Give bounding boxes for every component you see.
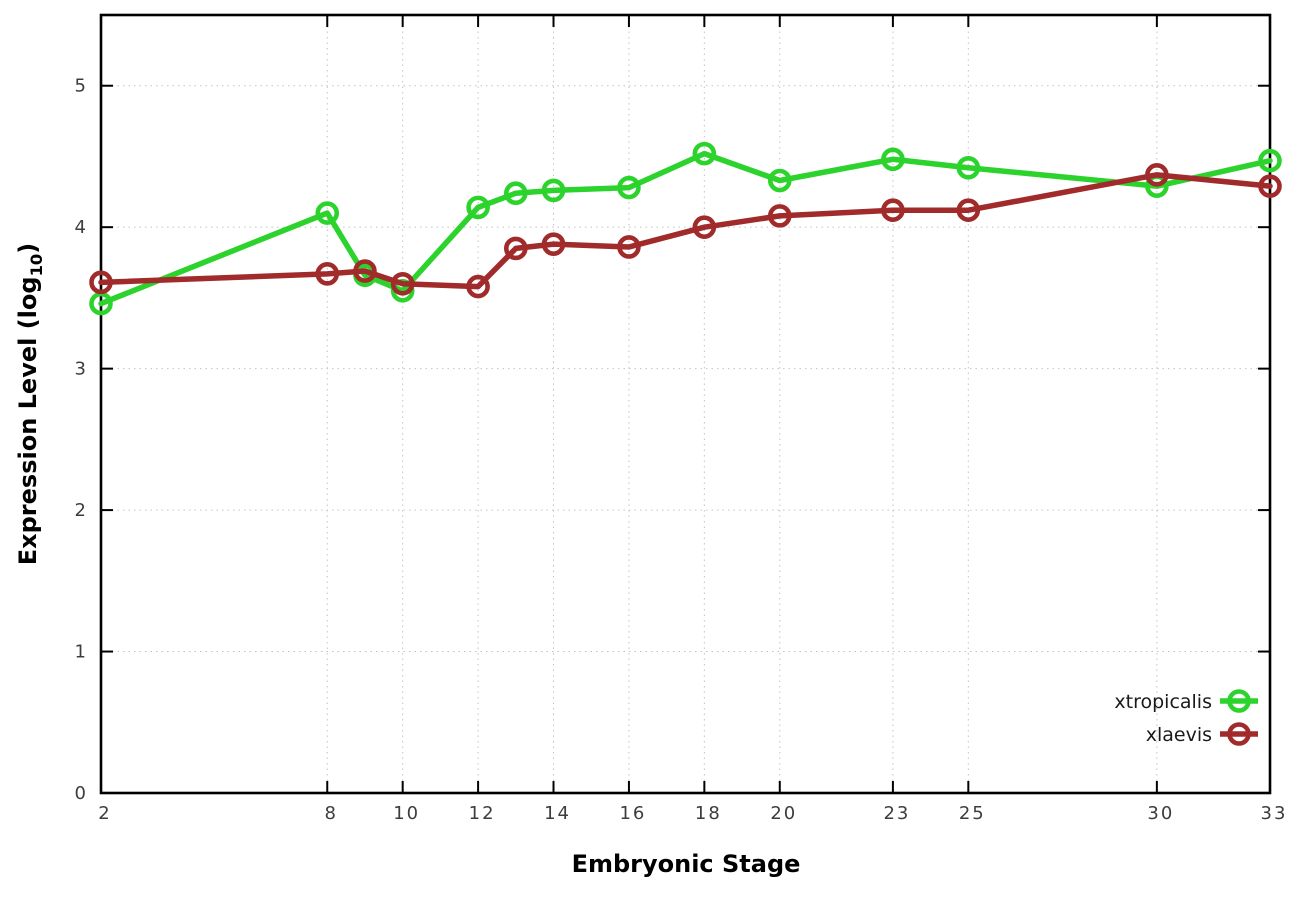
data-point-xlaevis-16 [617, 235, 641, 259]
x-tick-label: 14 [544, 803, 571, 824]
y-tick-label: 0 [75, 783, 88, 804]
y-axis-title-end: ) [14, 242, 43, 254]
y-tick-label: 5 [75, 76, 88, 97]
y-axis-title-main: Expression Level (log [14, 276, 43, 566]
x-tick-label: 33 [1261, 803, 1288, 824]
data-point-xtropicalis-16 [617, 175, 641, 200]
data-point-xtropicalis-13 [504, 181, 528, 206]
x-tick-label: 16 [619, 803, 646, 824]
x-tick-label: 2 [98, 803, 111, 824]
y-axis-title-sub: 10 [26, 253, 46, 277]
data-point-xtropicalis-8 [315, 201, 340, 225]
x-tick-label: 8 [325, 803, 338, 824]
x-tick-label: 20 [770, 803, 797, 824]
y-tick-label: 1 [75, 642, 88, 663]
x-tick-label: 25 [959, 803, 986, 824]
data-point-xtropicalis-18 [692, 141, 717, 166]
data-point-xlaevis-20 [767, 204, 792, 228]
y-tick-label: 2 [75, 500, 88, 521]
data-point-xlaevis-13 [504, 236, 528, 261]
data-point-xlaevis-10 [390, 271, 415, 296]
x-tick-label: 12 [469, 803, 496, 824]
x-tick-label: 23 [883, 803, 910, 824]
data-point-xlaevis-30 [1145, 163, 1169, 187]
series-line-xlaevis [98, 172, 1273, 290]
data-point-xlaevis-23 [881, 198, 905, 223]
x-tick-label: 10 [393, 803, 420, 824]
legend: xtropicalis xlaevis [1114, 689, 1258, 746]
plot-border [99, 13, 1272, 795]
data-point-xlaevis-12 [466, 274, 490, 299]
data-point-xtropicalis-23 [881, 147, 905, 172]
legend-marker-sample-xtropicalis [1227, 689, 1251, 713]
legend-marker-sample-xlaevis [1227, 722, 1251, 746]
tick-marks [100, 15, 1271, 794]
y-axis-title: Expression Level (log10) [14, 243, 46, 566]
x-tick-label: 30 [1147, 803, 1174, 824]
data-point-xlaevis-25 [956, 198, 981, 223]
gridlines [101, 15, 1270, 793]
data-point-xlaevis-14 [541, 232, 566, 256]
data-point-xtropicalis-14 [541, 178, 566, 203]
series-xtropicalis [89, 141, 1282, 316]
data-point-xlaevis-9 [353, 259, 377, 283]
series-line-xtropicalis [98, 150, 1273, 307]
data-point-xtropicalis-25 [956, 155, 981, 180]
y-tick-label: 4 [75, 217, 88, 238]
legend-label-xlaevis: xlaevis [1146, 724, 1212, 746]
data-point-xlaevis-8 [315, 262, 340, 286]
data-point-xlaevis-18 [692, 215, 717, 239]
data-point-xlaevis-2 [89, 270, 113, 295]
x-axis-title: Embryonic Stage [571, 850, 801, 878]
series-xlaevis [89, 163, 1282, 299]
data-point-xlaevis-33 [1258, 174, 1282, 198]
legend-label-xtropicalis: xtropicalis [1114, 691, 1212, 713]
data-point-xtropicalis-20 [767, 168, 792, 193]
data-point-xtropicalis-12 [466, 195, 490, 220]
data-point-xtropicalis-33 [1258, 148, 1282, 173]
y-tick-label: 3 [75, 359, 88, 380]
x-tick-label: 18 [695, 803, 722, 824]
